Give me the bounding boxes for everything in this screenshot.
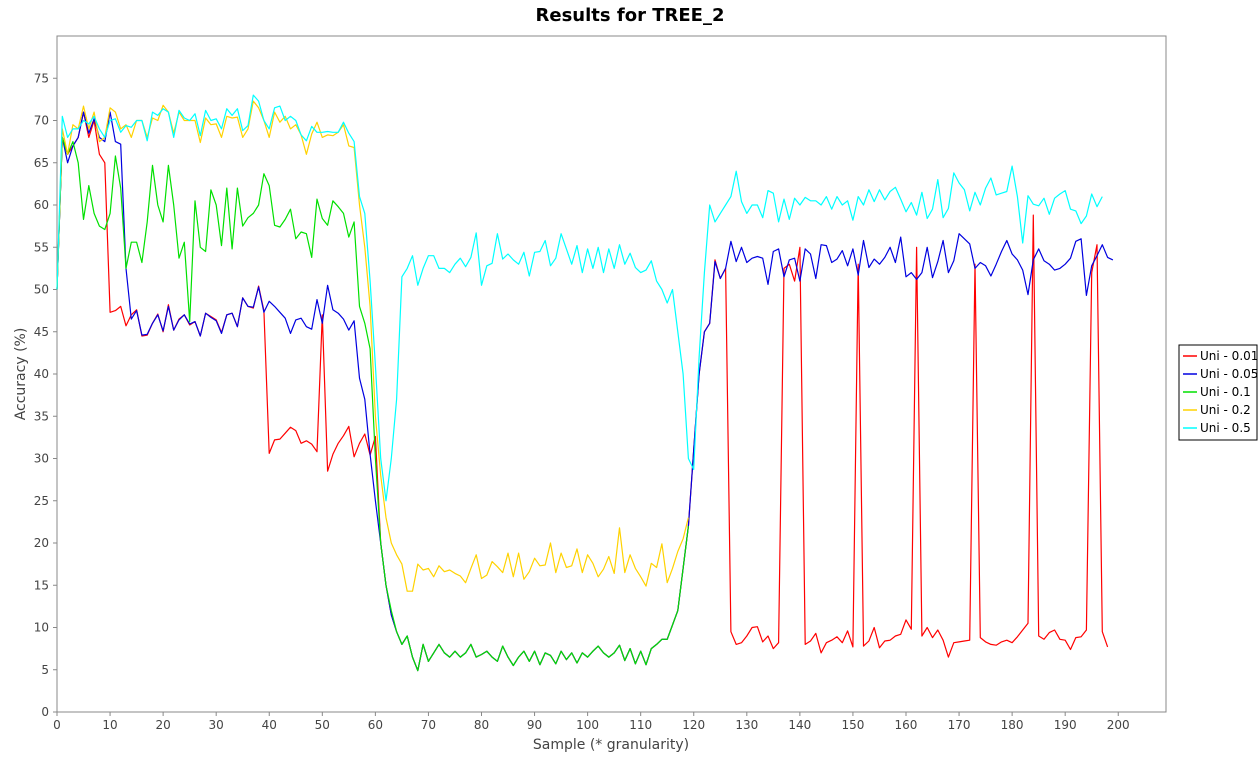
x-tick-label: 120 <box>682 718 705 732</box>
legend-label: Uni - 0.05 <box>1200 367 1258 381</box>
legend-label: Uni - 0.01 <box>1200 349 1258 363</box>
y-tick-label: 40 <box>34 367 49 381</box>
x-tick-label: 160 <box>895 718 918 732</box>
x-tick-label: 20 <box>155 718 170 732</box>
x-tick-label: 180 <box>1001 718 1024 732</box>
y-tick-label: 45 <box>34 325 49 339</box>
x-axis-title: Sample (* granularity) <box>533 737 689 753</box>
y-tick-label: 30 <box>34 452 49 466</box>
y-tick-label: 15 <box>34 578 49 592</box>
y-tick-label: 50 <box>34 283 49 297</box>
legend-label: Uni - 0.2 <box>1200 403 1251 417</box>
x-tick-label: 110 <box>629 718 652 732</box>
x-tick-label: 80 <box>474 718 489 732</box>
y-tick-label: 20 <box>34 536 49 550</box>
y-tick-label: 0 <box>41 705 49 719</box>
plot-area <box>57 36 1166 712</box>
y-tick-label: 75 <box>34 71 49 85</box>
x-tick-label: 50 <box>315 718 330 732</box>
y-tick-label: 60 <box>34 198 49 212</box>
x-tick-label: 150 <box>841 718 864 732</box>
x-axis: 0 10 20 30 40 50 60 70 80 90 100 110 120 130 140 150 160… <box>53 712 1130 732</box>
y-tick-label: 25 <box>34 494 49 508</box>
y-tick-label: 35 <box>34 409 49 423</box>
x-tick-label: 30 <box>209 718 224 732</box>
y-tick-label: 55 <box>34 240 49 254</box>
x-tick-label: 0 <box>53 718 61 732</box>
x-tick-label: 60 <box>368 718 383 732</box>
x-tick-label: 100 <box>576 718 599 732</box>
chart-title: Results for TREE_2 <box>536 5 725 26</box>
x-tick-label: 140 <box>788 718 811 732</box>
legend-label: Uni - 0.1 <box>1200 385 1251 399</box>
y-tick-label: 10 <box>34 621 49 635</box>
x-tick-label: 170 <box>948 718 971 732</box>
x-tick-label: 10 <box>102 718 117 732</box>
y-axis: 0 5 10 15 20 25 30 35 40 45 50 55 60 65 70 75 <box>34 71 57 719</box>
x-tick-label: 200 <box>1107 718 1130 732</box>
y-tick-label: 65 <box>34 156 49 170</box>
y-axis-title: Accuracy (%) <box>13 328 29 421</box>
legend: Uni - 0.01 Uni - 0.05 Uni - 0.1 Uni - 0.2 Un… <box>1179 345 1258 440</box>
x-tick-label: 40 <box>262 718 277 732</box>
y-tick-label: 70 <box>34 114 49 128</box>
x-tick-label: 90 <box>527 718 542 732</box>
x-tick-label: 70 <box>421 718 436 732</box>
x-tick-label: 190 <box>1054 718 1077 732</box>
legend-label: Uni - 0.5 <box>1200 421 1251 435</box>
y-tick-label: 5 <box>41 663 49 677</box>
x-tick-label: 130 <box>735 718 758 732</box>
